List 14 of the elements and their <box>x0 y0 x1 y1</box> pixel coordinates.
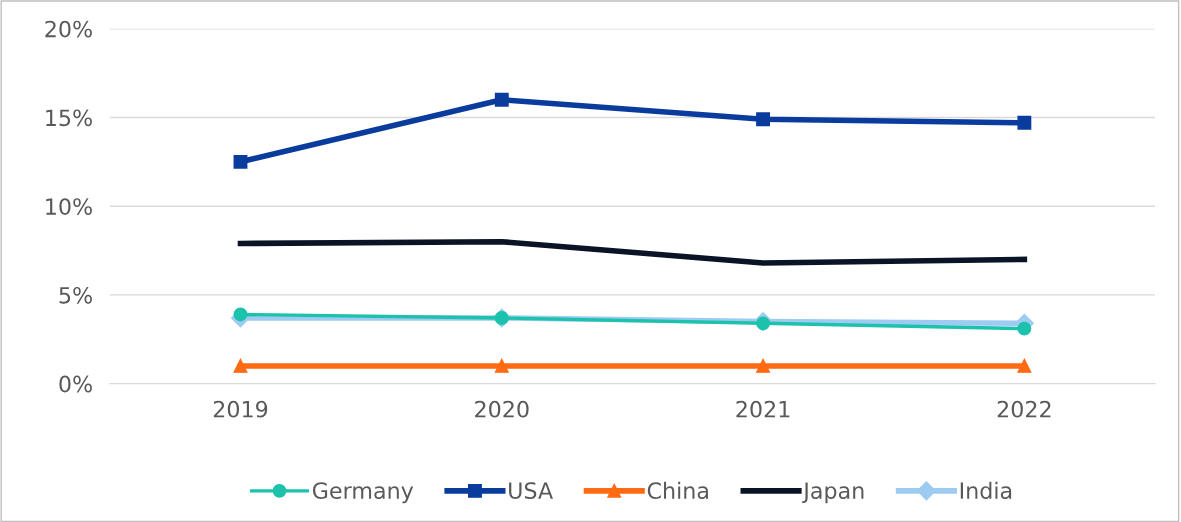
y-tick-label: 5% <box>59 286 92 304</box>
y-tick-label: 20% <box>45 20 92 38</box>
x-tick-label: 2021 <box>736 400 790 418</box>
legend-label: Japan <box>802 482 864 504</box>
x-tick-label: 2022 <box>997 400 1051 418</box>
legend-label: India <box>960 481 1012 499</box>
x-tick-label: 2019 <box>213 400 268 418</box>
y-tick-label: 0% <box>59 375 92 393</box>
y-tick-label: 10% <box>46 198 92 215</box>
x-tick-label: 2020 <box>475 400 529 418</box>
legend-label: USA <box>509 482 553 499</box>
y-tick-label: 15% <box>46 109 92 127</box>
legend-label: China <box>647 481 708 499</box>
legend-label: Germany <box>312 482 414 504</box>
